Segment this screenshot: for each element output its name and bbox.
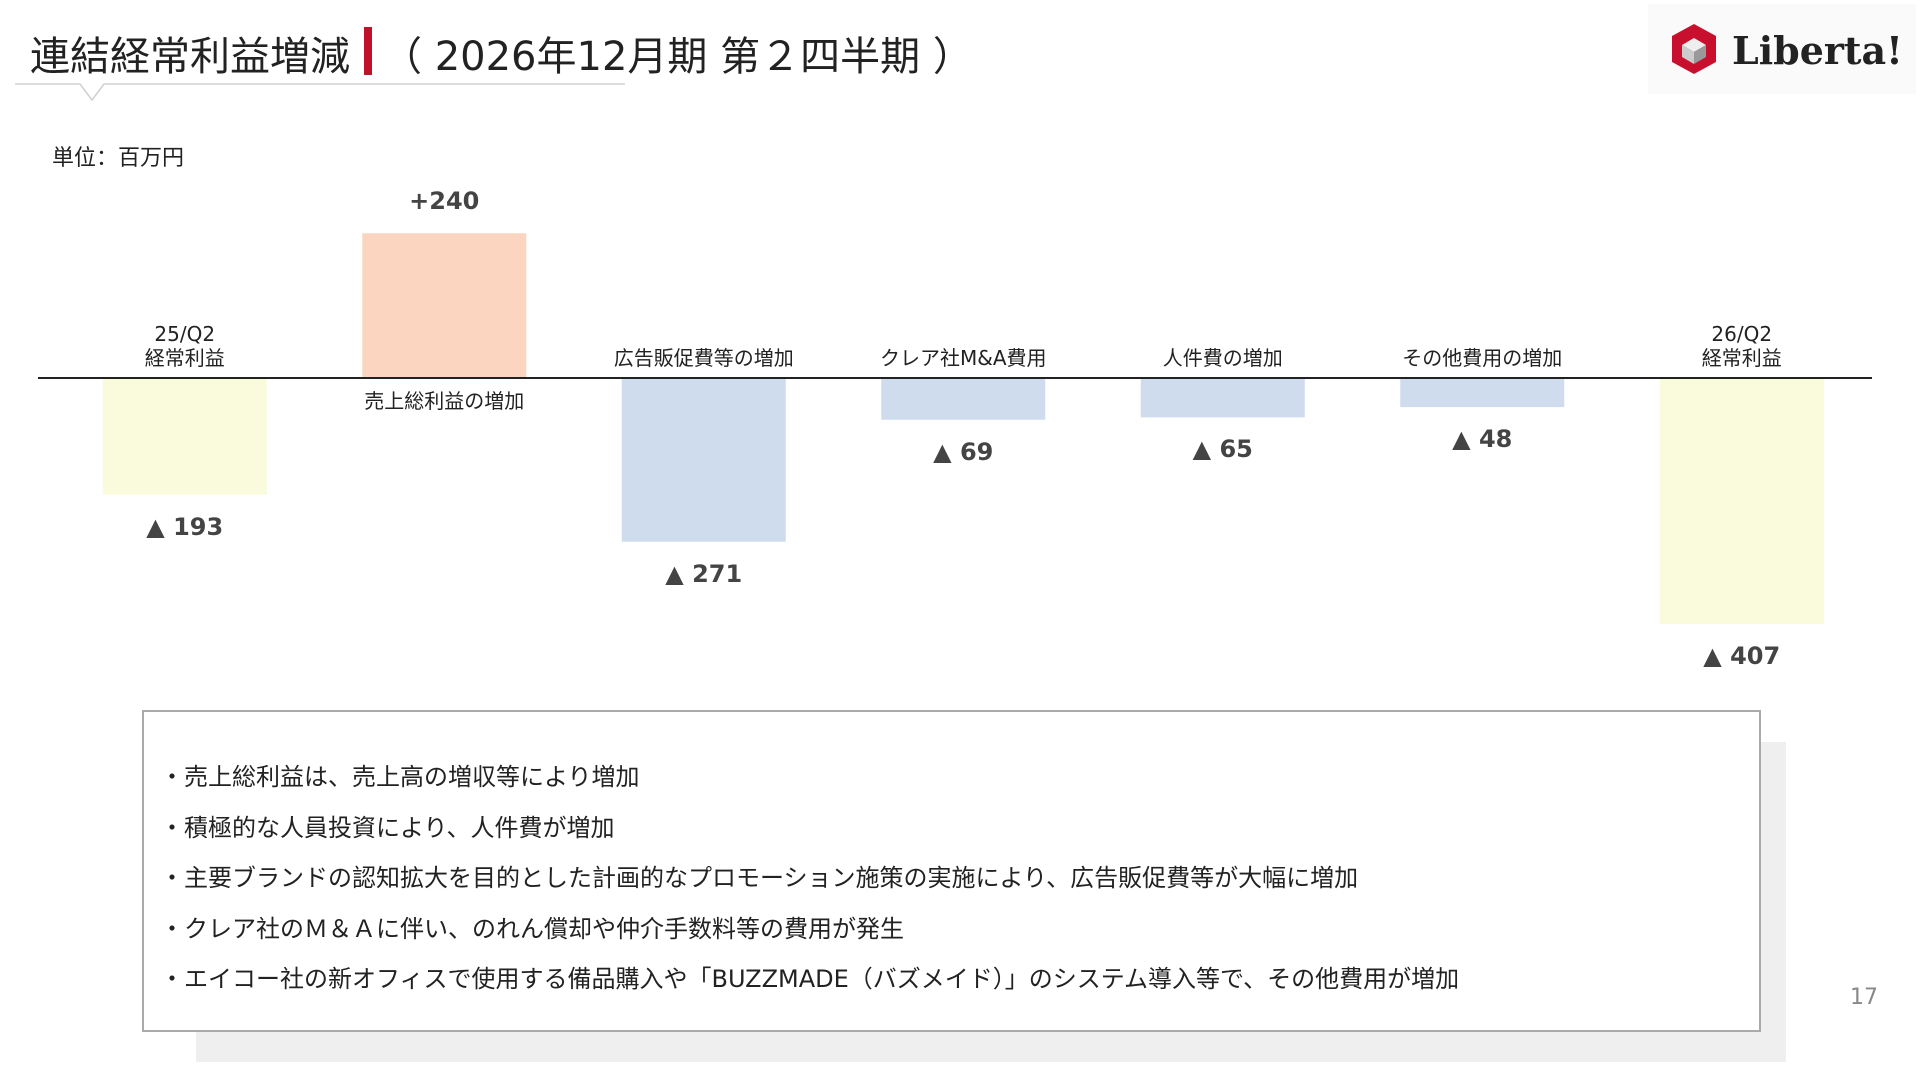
category-label: その他費用の増加	[1402, 346, 1563, 370]
subtitle: （ 2026年12月期 第２四半期 ）	[382, 34, 973, 80]
bar	[621, 378, 786, 542]
value-label: ▲ 69	[933, 437, 994, 466]
title-underline	[15, 83, 625, 102]
bar	[1140, 378, 1305, 418]
bar	[1659, 378, 1824, 624]
bar	[362, 233, 527, 379]
page-number: 17	[1850, 985, 1878, 1010]
logo-cube	[1682, 45, 1694, 64]
bar	[1400, 378, 1565, 408]
value-label: +240	[409, 187, 480, 216]
bar	[881, 378, 1046, 420]
value-label: ▲ 407	[1703, 641, 1781, 670]
logo-text: Liberta!	[1732, 28, 1903, 73]
category-label: 人件費の増加	[1162, 346, 1283, 370]
note-item: ・売上総利益は、売上高の増収等により増加	[160, 763, 640, 791]
category-label: 26/Q2 経常利益	[1701, 322, 1782, 370]
value-label: ▲ 65	[1192, 435, 1253, 464]
note-item: ・エイコー社の新オフィスで使用する備品購入や「BUZZMADE（バズメイド）」の…	[160, 965, 1460, 993]
bar	[102, 378, 267, 495]
category-label: 売上総利益の増加	[364, 389, 525, 413]
title: 連結経常利益増減	[30, 34, 350, 80]
category-label: 広告販促費等の増加	[613, 346, 794, 370]
note-item: ・積極的な人員投資により、人件費が増加	[160, 813, 615, 842]
category-label: 25/Q2 経常利益	[144, 322, 225, 370]
note-item: ・主要ブランドの認知拡大を目的とした計画的なプロモーション施策の実施により、広告…	[160, 864, 1359, 892]
logo-cube	[1694, 45, 1706, 64]
notes-box	[142, 710, 1761, 1032]
category-label: クレア社M&A費用	[879, 346, 1047, 370]
value-label: ▲ 271	[665, 559, 743, 588]
value-label: ▲ 193	[146, 512, 224, 541]
note-item: ・クレア社のＭ＆Ａに伴い、のれん償却や仲介手数料等の費用が発生	[160, 914, 904, 943]
unit-label: 単位：百万円	[52, 146, 185, 171]
value-label: ▲ 48	[1452, 425, 1513, 454]
title-accent	[364, 27, 372, 75]
